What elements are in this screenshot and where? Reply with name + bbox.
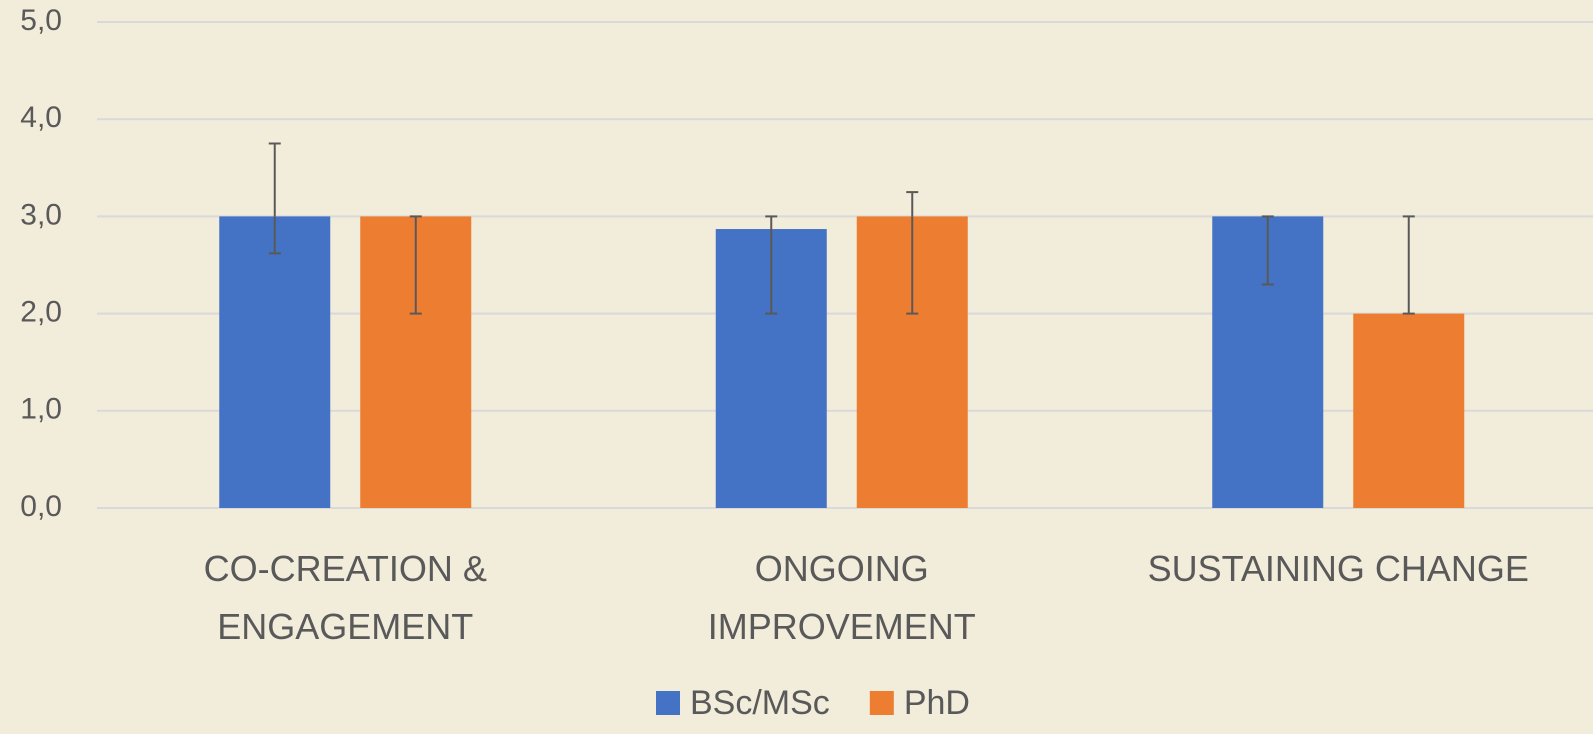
x-tick-label: CO-CREATION & ENGAGEMENT — [203, 548, 487, 647]
legend-label: PhD — [904, 684, 970, 722]
legend-label: BSc/MSc — [690, 684, 830, 722]
legend-swatch — [869, 691, 894, 715]
y-tick-label: 1,0 — [20, 393, 62, 426]
bar — [1353, 313, 1465, 508]
x-tick-label: SUSTAINING CHANGE — [1147, 548, 1529, 589]
y-tick-label: 3,0 — [20, 198, 62, 231]
y-tick-label: 5,0 — [20, 4, 62, 37]
y-tick-label: 4,0 — [20, 101, 62, 134]
legend-swatch — [656, 691, 680, 715]
x-tick-label: ONGOING IMPROVEMENT — [707, 548, 976, 647]
y-tick-label: 2,0 — [20, 296, 62, 329]
bar — [219, 216, 331, 508]
y-tick-label: 0,0 — [20, 490, 62, 523]
